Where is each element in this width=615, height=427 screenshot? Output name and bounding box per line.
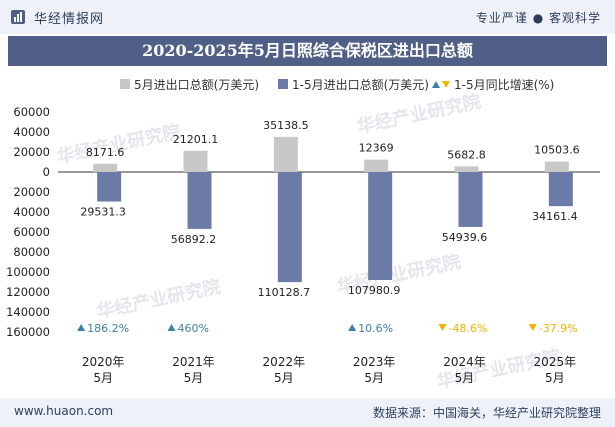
legend-label-monthly: 5月进出口总额(万美元)	[134, 77, 259, 92]
legend-item-ytd: 1-5月进出口总额(万美元)	[278, 74, 429, 94]
x-tick-label: 5月	[274, 371, 294, 385]
y-tick-label: 160000	[6, 325, 50, 339]
data-label-ytd: 110128.7	[258, 286, 311, 299]
growth-marker-up	[167, 324, 176, 331]
data-label-ytd: 34161.4	[532, 210, 578, 223]
growth-marker-down	[528, 324, 537, 331]
data-label-monthly: 21201.1	[173, 133, 219, 146]
x-tick-label: 5月	[93, 371, 113, 385]
data-label-ytd: 29531.3	[80, 206, 126, 219]
x-tick-label: 5月	[455, 371, 475, 385]
footer-website: www.huaon.com	[14, 404, 114, 418]
legend-label-ytd: 1-5月进出口总额(万美元)	[292, 77, 429, 92]
legend-item-monthly: 5月进出口总额(万美元)	[120, 74, 259, 94]
growth-label: 460%	[178, 322, 209, 335]
x-tick-label: 5月	[545, 371, 565, 385]
y-tick-label: 120000	[6, 285, 50, 299]
legend: 5月进出口总额(万美元) 1-5月进出口总额(万美元) 1-5月同比增速(%)	[0, 74, 615, 94]
legend-label-growth: 1-5月同比增速(%)	[454, 77, 555, 92]
y-tick-label: 20000	[13, 145, 50, 159]
y-tick-label: 80000	[13, 245, 50, 259]
top-bar: 华经情报网 专业严谨 ● 客观科学	[0, 0, 615, 34]
growth-label: 186.2%	[87, 322, 129, 335]
footer-source: 数据来源：中国海关，华经产业研究院整理	[372, 406, 601, 420]
y-tick-label: 100000	[6, 265, 50, 279]
x-tick-label: 2020年	[82, 355, 125, 369]
legend-swatch-monthly	[120, 79, 130, 89]
watermark-text: 华经产业研究院	[55, 120, 183, 168]
bar-monthly	[183, 150, 208, 172]
data-label-ytd: 107980.9	[348, 284, 401, 297]
chart-title: 2020-2025年5月日照综合保税区进出口总额	[142, 41, 473, 60]
watermark-text: 华经产业研究院	[435, 345, 563, 393]
x-tick-label: 5月	[184, 371, 204, 385]
logo: 华经情报网	[10, 8, 105, 27]
data-label-monthly: 35138.5	[263, 119, 309, 132]
slogan: 专业严谨 ● 客观科学	[475, 11, 601, 25]
growth-marker-up	[348, 324, 357, 331]
growth-marker-up	[77, 324, 86, 331]
title-band: 2020-2025年5月日照综合保税区进出口总额	[8, 36, 607, 66]
bar-ytd	[277, 172, 302, 283]
x-tick-label: 2021年	[172, 355, 215, 369]
footer: www.huaon.com 数据来源：中国海关，华经产业研究院整理	[0, 398, 615, 427]
bar-ytd	[97, 172, 122, 202]
legend-swatch-ytd	[278, 79, 288, 89]
x-tick-label: 2025年	[534, 355, 577, 369]
triangle-down-icon	[442, 80, 450, 88]
logo-icon	[11, 10, 25, 24]
data-label-monthly: 8171.6	[86, 146, 125, 159]
bar-monthly	[93, 163, 118, 172]
growth-label: -37.9%	[539, 322, 578, 335]
bar-ytd	[458, 172, 483, 227]
y-tick-label: 60000	[13, 225, 50, 239]
data-label-monthly: 5682.8	[447, 148, 486, 161]
bar-ytd	[368, 172, 393, 280]
growth-marker-down	[438, 324, 447, 331]
bar-monthly	[454, 166, 479, 172]
watermark-text: 华经产业研究院	[95, 275, 223, 323]
bar-monthly	[364, 159, 389, 172]
logo-text: 华经情报网	[34, 11, 105, 27]
bar-monthly	[273, 136, 298, 172]
x-tick-label: 5月	[364, 371, 384, 385]
y-tick-label: 20000	[13, 185, 50, 199]
bar-ytd	[187, 172, 212, 229]
bar-monthly	[544, 161, 569, 172]
y-tick-label: 0	[43, 165, 50, 179]
y-tick-label: 60000	[13, 105, 50, 119]
triangle-up-icon	[432, 80, 440, 88]
data-label-monthly: 12369	[359, 142, 394, 155]
x-tick-label: 2024年	[443, 355, 486, 369]
y-tick-label: 40000	[13, 125, 50, 139]
data-label-ytd: 56892.2	[171, 233, 217, 246]
x-tick-label: 2022年	[263, 355, 306, 369]
growth-label: 10.6%	[358, 322, 393, 335]
x-tick-label: 2023年	[353, 355, 396, 369]
y-tick-label: 140000	[6, 305, 50, 319]
watermark-text: 华经产业研究院	[355, 90, 483, 138]
data-label-monthly: 10503.6	[534, 143, 580, 156]
growth-label: -48.6%	[449, 322, 488, 335]
legend-item-growth: 1-5月同比增速(%)	[432, 74, 554, 94]
bar-ytd	[548, 172, 573, 207]
data-label-ytd: 54939.6	[442, 231, 488, 244]
y-tick-label: 40000	[13, 205, 50, 219]
